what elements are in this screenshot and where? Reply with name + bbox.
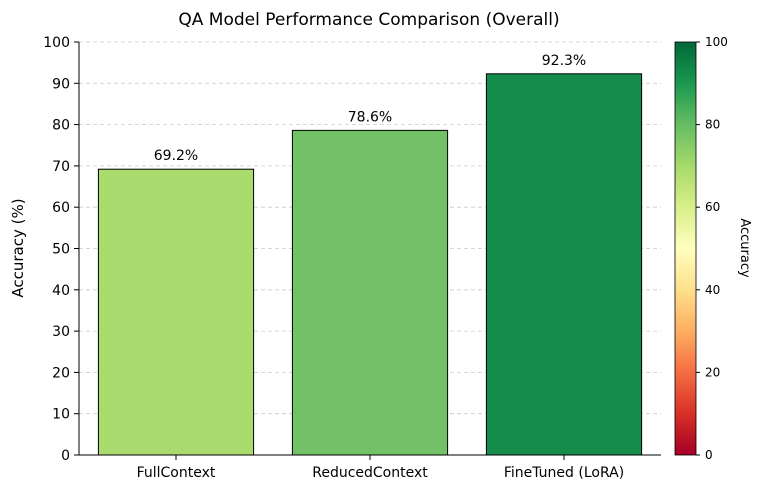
colorbar: 0 20 40 60 80 100 Accuracy — [674, 35, 752, 462]
colorbar-gradient — [674, 41, 697, 456]
y-tick-label: 40 — [52, 283, 70, 299]
bar — [485, 73, 643, 456]
bar-value-label: 78.6% — [348, 109, 392, 125]
y-tick-label: 0 — [61, 448, 70, 464]
colorbar-tick-label: 40 — [705, 283, 720, 297]
bars: 69.2% 78.6% 92.3% — [97, 53, 643, 456]
y-tick-label: 80 — [52, 118, 70, 134]
colorbar-label: Accuracy — [737, 218, 752, 278]
y-axis-label: Accuracy (%) — [9, 198, 27, 297]
y-tick-label: 50 — [52, 242, 70, 258]
y-tick-label: 10 — [52, 407, 70, 423]
bar — [97, 168, 255, 456]
bar-value-label: 69.2% — [154, 148, 198, 164]
axes: 0 10 20 30 40 50 60 70 80 90 100 FullContext Reduced… — [43, 35, 661, 481]
colorbar-tick-label: 60 — [705, 200, 720, 214]
bar — [291, 129, 449, 456]
colorbar-tick-label: 20 — [705, 365, 720, 379]
y-tick-label: 70 — [52, 159, 70, 175]
bar-value-label: 92.3% — [542, 53, 586, 69]
x-tick-label: FullContext — [137, 465, 216, 481]
x-tick-label: ReducedContext — [312, 465, 428, 481]
y-tick-label: 20 — [52, 365, 70, 381]
y-tick-label: 90 — [52, 76, 70, 92]
colorbar-tick-label: 0 — [705, 448, 713, 462]
y-tick-label: 60 — [52, 200, 70, 216]
y-tick-label: 30 — [52, 324, 70, 340]
y-tick-label: 100 — [43, 35, 70, 51]
x-tick-label: FineTuned (LoRA) — [504, 465, 624, 481]
colorbar-tick-label: 100 — [705, 35, 728, 49]
colorbar-tick-label: 80 — [705, 118, 720, 132]
chart-title: QA Model Performance Comparison (Overall… — [178, 10, 559, 30]
